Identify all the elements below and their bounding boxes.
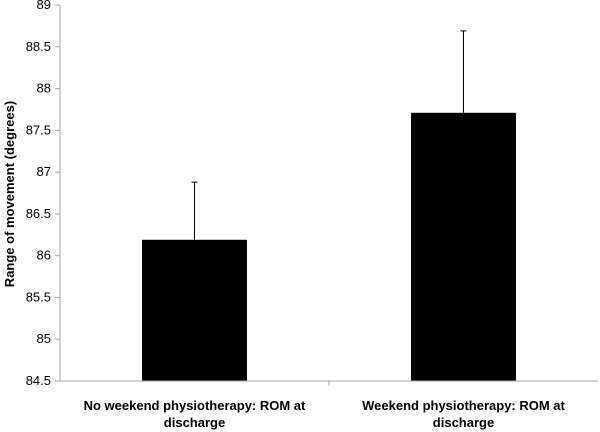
x-category-label: Weekend physiotherapy: ROM at <box>362 398 565 413</box>
y-tick-label: 87 <box>37 164 51 179</box>
y-tick-label: 88 <box>37 81 51 96</box>
y-tick-label: 85.5 <box>26 289 51 304</box>
y-tick-label: 87.5 <box>26 122 51 137</box>
x-category-label: discharge <box>164 415 225 430</box>
bars <box>142 112 516 381</box>
error-bars <box>191 30 467 240</box>
y-tick-label: 85 <box>37 331 51 346</box>
y-tick-label: 89 <box>37 0 51 12</box>
y-tick-label: 86 <box>37 248 51 263</box>
x-category-label: No weekend physiotherapy: ROM at <box>84 398 306 413</box>
bar-2 <box>411 112 516 381</box>
y-tick-label: 86.5 <box>26 206 51 221</box>
y-axis-title: Range of movement (degrees) <box>2 101 17 287</box>
y-tick-label: 88.5 <box>26 39 51 54</box>
y-tick-label: 84.5 <box>26 373 51 388</box>
bar-1 <box>142 239 247 381</box>
x-category-label: discharge <box>433 415 494 430</box>
x-axis-labels: No weekend physiotherapy: ROM at discharg… <box>84 398 566 430</box>
y-axis-ticks: 84.5 85 85.5 86 86.5 87 87.5 88 88.5 89 <box>26 0 60 388</box>
